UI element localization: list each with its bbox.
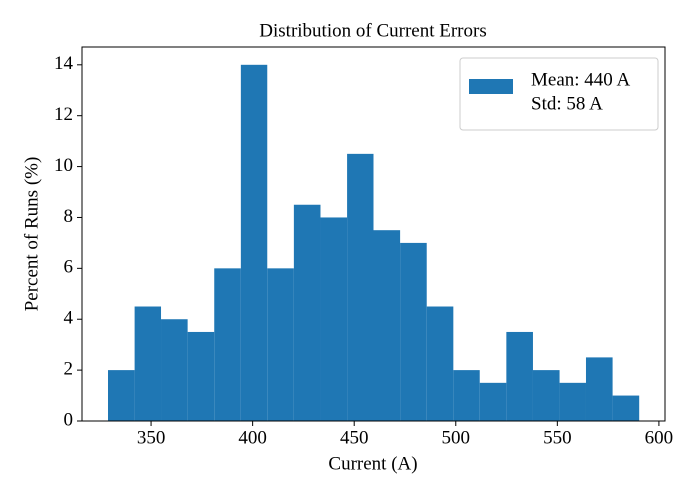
- bar: [532, 370, 560, 421]
- bar: [320, 217, 348, 421]
- chart-title: Distribution of Current Errors: [259, 20, 486, 41]
- bar: [373, 230, 401, 421]
- y-tick-label: 6: [64, 257, 74, 278]
- x-tick-label: 450: [340, 427, 369, 448]
- bar: [293, 204, 321, 421]
- bar: [108, 370, 135, 421]
- x-tick-label: 550: [543, 427, 572, 448]
- bar: [347, 153, 374, 421]
- y-tick-label: 4: [64, 308, 74, 329]
- y-tick-label: 8: [64, 206, 74, 227]
- bar: [267, 268, 294, 421]
- legend-box: [459, 57, 659, 131]
- bar: [506, 331, 533, 421]
- legend-swatch: [469, 79, 513, 94]
- x-axis-label: Current (A): [328, 453, 417, 474]
- x-tick-label: 400: [238, 427, 267, 448]
- x-tick-label: 350: [137, 427, 166, 448]
- bar: [161, 319, 188, 421]
- x-tick-label: 500: [442, 427, 471, 448]
- bar: [453, 370, 480, 421]
- axes-frame: [81, 46, 666, 422]
- bar: [559, 382, 586, 421]
- y-tick-label: 0: [64, 409, 74, 430]
- y-tick-label: 12: [54, 104, 73, 125]
- y-tick-label: 10: [54, 155, 73, 176]
- legend-label: Std: 58 A: [531, 93, 603, 114]
- bar: [187, 331, 215, 421]
- x-tick-label: 600: [645, 427, 674, 448]
- y-axis-label: Percent of Runs (%): [21, 157, 42, 312]
- bar: [134, 306, 162, 421]
- bar: [426, 306, 454, 421]
- bar: [400, 242, 427, 421]
- bar: [585, 357, 613, 421]
- bar: [240, 64, 268, 422]
- bar: [214, 268, 241, 421]
- legend-label: Mean: 440 A: [531, 69, 630, 90]
- bar: [612, 395, 640, 421]
- y-tick-label: 14: [54, 53, 74, 74]
- y-tick-label: 2: [64, 358, 74, 379]
- bar: [479, 382, 507, 421]
